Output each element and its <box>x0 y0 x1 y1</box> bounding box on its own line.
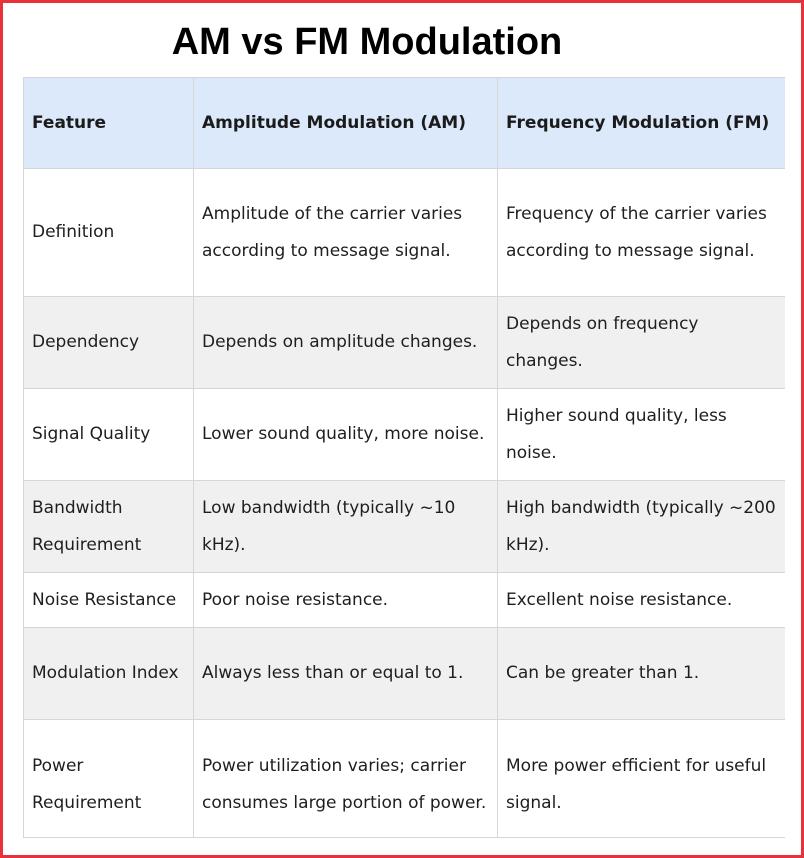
fm-cell: High bandwidth (typically ~200 kHz). <box>497 480 785 573</box>
table-header-row: Feature Amplitude Modulation (AM) Freque… <box>23 77 785 169</box>
header-am: Amplitude Modulation (AM) <box>193 77 498 169</box>
fm-cell: Excellent noise resistance. <box>497 572 785 628</box>
feature-cell: Noise Resistance <box>23 572 194 628</box>
feature-cell: Modulation Index <box>23 627 194 720</box>
feature-cell: Power Requirement <box>23 719 194 837</box>
fm-cell: More power efficient for useful signal. <box>497 719 785 837</box>
fm-cell: Can be greater than 1. <box>497 627 785 720</box>
header-feature: Feature <box>23 77 194 169</box>
feature-cell: Bandwidth Requirement <box>23 480 194 573</box>
feature-cell: Definition <box>23 168 194 297</box>
fm-cell: Frequency of the carrier varies accordin… <box>497 168 785 297</box>
table-row: Signal Quality Lower sound quality, more… <box>23 388 785 481</box>
table-row: Power Requirement Power utilization vari… <box>23 719 785 837</box>
table-row: Noise Resistance Poor noise resistance. … <box>23 572 785 628</box>
comparison-table: Feature Amplitude Modulation (AM) Freque… <box>23 77 785 837</box>
am-cell: Amplitude of the carrier varies accordin… <box>193 168 498 297</box>
table-row: Dependency Depends on amplitude changes.… <box>23 296 785 389</box>
am-cell: Power utilization varies; carrier consum… <box>193 719 498 837</box>
am-cell: Depends on amplitude changes. <box>193 296 498 389</box>
header-fm: Frequency Modulation (FM) <box>497 77 785 169</box>
table-row: Bandwidth Requirement Low bandwidth (typ… <box>23 480 785 573</box>
table-row: Modulation Index Always less than or equ… <box>23 627 785 720</box>
fm-cell: Higher sound quality, less noise. <box>497 388 785 481</box>
am-cell: Lower sound quality, more noise. <box>193 388 498 481</box>
fm-cell: Depends on frequency changes. <box>497 296 785 389</box>
table-row: Definition Amplitude of the carrier vari… <box>23 168 785 297</box>
comparison-table-container: Feature Amplitude Modulation (AM) Freque… <box>23 77 785 838</box>
am-cell: Low bandwidth (typically ~10 kHz). <box>193 480 498 573</box>
feature-cell: Signal Quality <box>23 388 194 481</box>
am-cell: Always less than or equal to 1. <box>193 627 498 720</box>
page-title: AM vs FM Modulation <box>171 21 563 63</box>
am-cell: Poor noise resistance. <box>193 572 498 628</box>
feature-cell: Dependency <box>23 296 194 389</box>
